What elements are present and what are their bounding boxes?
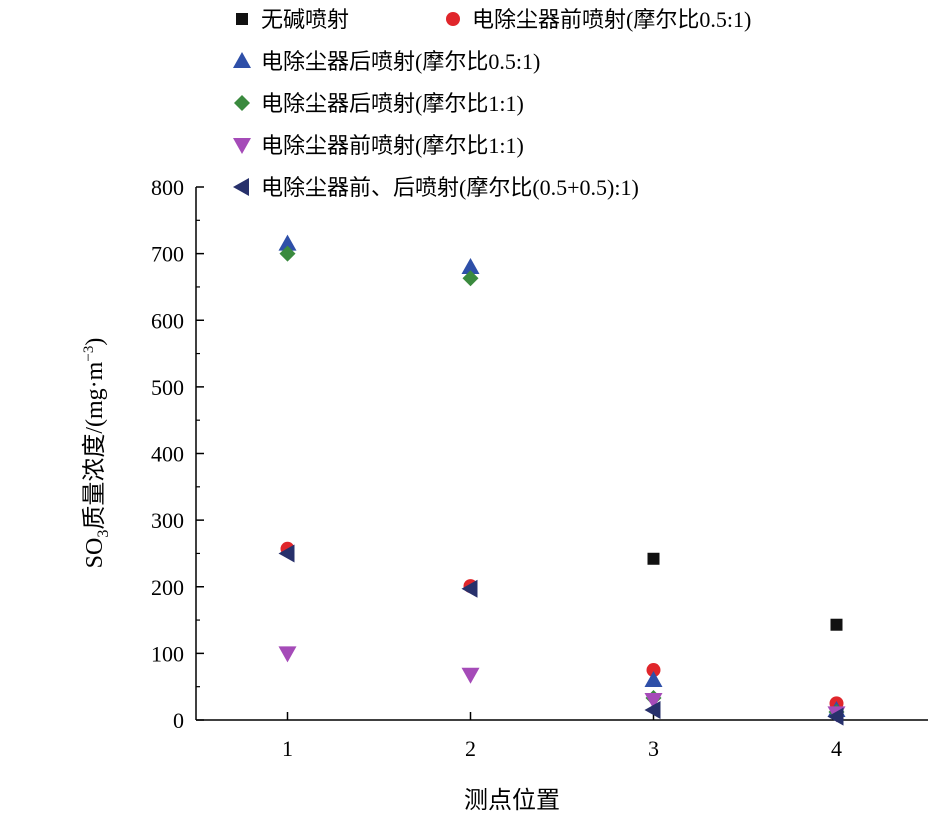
data-point-series-4 [279, 245, 296, 262]
x-axis-title: 测点位置 [464, 787, 560, 814]
y-tick-label: 500 [151, 375, 184, 400]
data-point-series-6 [644, 701, 661, 720]
y-tick-label: 100 [151, 641, 184, 666]
y-axis-title-rest: 质量浓度/(mg·m [81, 361, 108, 529]
legend-label: 电除尘器后喷射(摩尔比0.5:1) [261, 49, 540, 74]
legend-marker [233, 138, 251, 154]
y-tick-label: 700 [151, 242, 184, 267]
legend-label: 电除尘器后喷射(摩尔比1:1) [261, 91, 524, 116]
x-tick-label: 4 [831, 736, 842, 761]
legend-marker [236, 13, 248, 25]
legend-label: 电除尘器前喷射(摩尔比1:1) [261, 133, 524, 158]
y-tick-label: 200 [151, 575, 184, 600]
x-tick-label: 3 [648, 736, 659, 761]
legend-item: 电除尘器前喷射(摩尔比1:1) [233, 133, 524, 158]
legend-marker [233, 178, 249, 196]
legend-item: 电除尘器后喷射(摩尔比0.5:1) [233, 49, 540, 74]
data-point-series-3 [278, 234, 297, 251]
legend-item: 电除尘器后喷射(摩尔比1:1) [234, 91, 524, 116]
data-point-series-6 [461, 579, 478, 598]
y-ticks: 0 100 200 300 400 500 600 700 800 [151, 175, 204, 733]
y-tick-label: 800 [151, 175, 184, 200]
legend-label: 无碱喷射 [261, 7, 349, 32]
data-point-series-4 [462, 270, 479, 287]
y-tick-label: 600 [151, 308, 184, 333]
y-axis-title-end: ) [82, 338, 108, 346]
data-points [278, 234, 846, 726]
legend-marker [446, 12, 460, 26]
data-point-series-1 [830, 618, 843, 631]
data-point-series-5 [644, 693, 663, 710]
data-point-series-6 [827, 707, 844, 726]
x-tick-label: 1 [282, 736, 293, 761]
data-point-series-3 [461, 257, 480, 274]
data-point-series-5 [461, 667, 480, 684]
y-axis-title-main: SO [82, 538, 108, 569]
legend: 无碱喷射 电除尘器前喷射(摩尔比0.5:1) 电除尘器后喷射(摩尔比0.5:1) 电除… [233, 7, 751, 200]
legend-item: 电除尘器前、后喷射(摩尔比(0.5+0.5):1) [233, 175, 639, 200]
legend-marker [234, 95, 250, 111]
data-point-series-5 [278, 646, 297, 663]
y-tick-label: 300 [151, 508, 184, 533]
y-axis-title-subscript: 3 [95, 530, 112, 538]
legend-label: 电除尘器前喷射(摩尔比0.5:1) [472, 7, 751, 32]
y-axis-title-superscript: −3 [81, 346, 97, 362]
axes [195, 187, 928, 721]
data-point-series-3 [644, 671, 663, 688]
legend-item: 电除尘器前喷射(摩尔比0.5:1) [446, 7, 751, 32]
legend-item: 无碱喷射 [236, 7, 349, 32]
legend-marker [233, 52, 251, 68]
y-tick-label: 0 [173, 708, 184, 733]
data-point-series-2 [646, 663, 661, 678]
legend-label: 电除尘器前、后喷射(摩尔比(0.5+0.5):1) [261, 175, 639, 200]
data-point-series-1 [647, 552, 660, 565]
y-axis-title: SO3质量浓度/(mg·m−3) [81, 338, 112, 569]
y-tick-label: 400 [151, 442, 184, 467]
data-point-series-6 [278, 544, 295, 563]
x-tick-label: 2 [465, 736, 476, 761]
